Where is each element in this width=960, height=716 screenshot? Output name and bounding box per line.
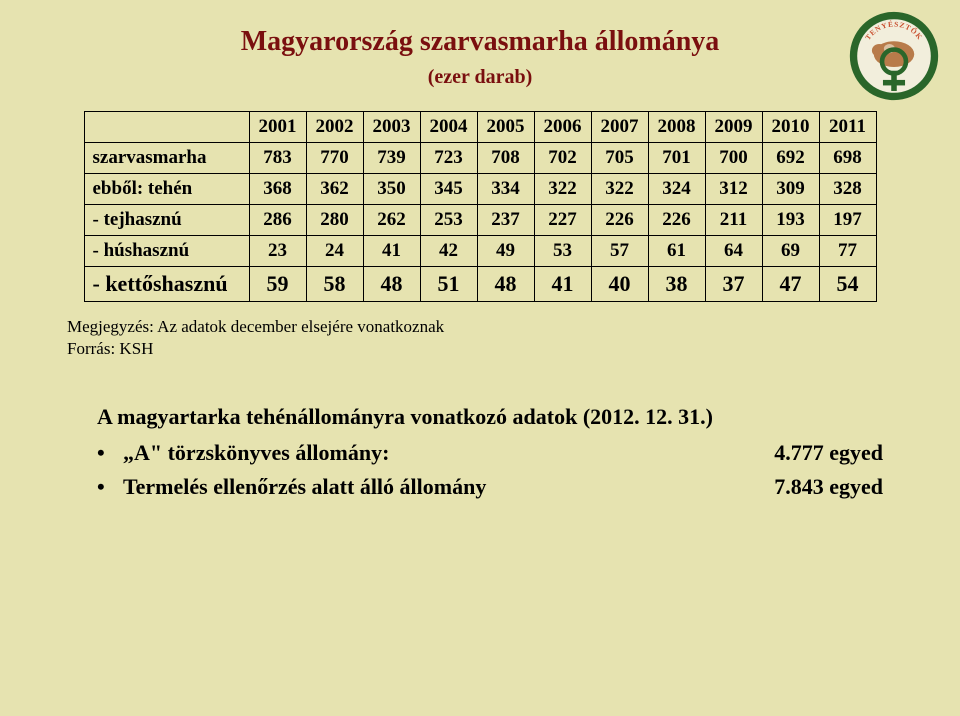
table-cell: 698 [819,143,876,174]
cattle-table: 2001200220032004200520062007200820092010… [84,111,877,302]
table-cell: 701 [648,143,705,174]
table-header-year: 2006 [534,112,591,143]
table-row-label: szarvasmarha [84,143,249,174]
table-row-label: - tejhasznú [84,205,249,236]
table-cell: 309 [762,174,819,205]
table-header-year: 2005 [477,112,534,143]
table-cell: 37 [705,267,762,302]
table-row-label: - kettőshasznú [84,267,249,302]
bullet-label: Termelés ellenőrzés alatt álló állomány [123,470,486,504]
table-cell: 38 [648,267,705,302]
table-cell: 286 [249,205,306,236]
note-line-1: Megjegyzés: Az adatok december elsejére … [67,316,915,338]
table-header-year: 2001 [249,112,306,143]
table-cell: 770 [306,143,363,174]
table-row: - tejhasznú28628026225323722722622621119… [84,205,876,236]
table-header-year: 2007 [591,112,648,143]
table-cell: 708 [477,143,534,174]
table-cell: 226 [648,205,705,236]
table-row-label: - húshasznú [84,236,249,267]
table-cell: 64 [705,236,762,267]
table-row-label: ebből: tehén [84,174,249,205]
table-row: - kettőshasznú5958485148414038374754 [84,267,876,302]
table-cell: 24 [306,236,363,267]
table-cell: 48 [477,267,534,302]
page-subtitle: (ezer darab) [45,66,915,89]
logo-badge: TENYÉSZTŐK [848,10,940,102]
table-row: ebből: tehén3683623503453343223223243123… [84,174,876,205]
table-cell: 312 [705,174,762,205]
table-cell: 705 [591,143,648,174]
table-cell: 328 [819,174,876,205]
bullet-value: 4.777 egyed [774,436,883,470]
table-cell: 227 [534,205,591,236]
table-cell: 193 [762,205,819,236]
table-cell: 368 [249,174,306,205]
table-cell: 783 [249,143,306,174]
table-cell: 237 [477,205,534,236]
table-header-year: 2009 [705,112,762,143]
table-cell: 322 [591,174,648,205]
table-cell: 69 [762,236,819,267]
table-cell: 23 [249,236,306,267]
table-cell: 350 [363,174,420,205]
table-notes: Megjegyzés: Az adatok december elsejére … [67,316,915,360]
table-cell: 61 [648,236,705,267]
bullet-label: „A" törzskönyves állomány: [123,436,389,470]
table-header-blank [84,112,249,143]
bullet-list: „A" törzskönyves állomány:4.777 egyedTer… [97,436,915,504]
table-cell: 322 [534,174,591,205]
bullet-value: 7.843 egyed [774,470,883,504]
table-cell: 739 [363,143,420,174]
table-cell: 54 [819,267,876,302]
list-item: Termelés ellenőrzés alatt álló állomány 7… [97,470,915,504]
table-row: szarvasmarha7837707397237087027057017006… [84,143,876,174]
table-cell: 197 [819,205,876,236]
table-header-year: 2011 [819,112,876,143]
table-cell: 51 [420,267,477,302]
table-cell: 47 [762,267,819,302]
table-cell: 40 [591,267,648,302]
table-cell: 280 [306,205,363,236]
table-cell: 58 [306,267,363,302]
table-cell: 77 [819,236,876,267]
table-cell: 324 [648,174,705,205]
table-cell: 253 [420,205,477,236]
page-title: Magyarország szarvasmarha állománya [45,26,915,58]
table-header-year: 2010 [762,112,819,143]
table-cell: 723 [420,143,477,174]
table-cell: 345 [420,174,477,205]
table-cell: 49 [477,236,534,267]
table-cell: 57 [591,236,648,267]
table-cell: 42 [420,236,477,267]
table-cell: 41 [363,236,420,267]
table-cell: 226 [591,205,648,236]
table-cell: 211 [705,205,762,236]
table-cell: 53 [534,236,591,267]
table-cell: 702 [534,143,591,174]
list-item: „A" törzskönyves állomány: 4.777 egyed [97,436,915,470]
table-header-year: 2004 [420,112,477,143]
table-cell: 262 [363,205,420,236]
table-cell: 334 [477,174,534,205]
table-header-year: 2002 [306,112,363,143]
table-header-year: 2008 [648,112,705,143]
table-cell: 692 [762,143,819,174]
table-cell: 48 [363,267,420,302]
note-line-2: Forrás: KSH [67,338,915,360]
table-cell: 41 [534,267,591,302]
table-row: - húshasznú2324414249535761646977 [84,236,876,267]
table-header-year: 2003 [363,112,420,143]
section-title: A magyartarka tehénállományra vonatkozó … [97,404,915,430]
table-cell: 362 [306,174,363,205]
table-cell: 59 [249,267,306,302]
table-cell: 700 [705,143,762,174]
